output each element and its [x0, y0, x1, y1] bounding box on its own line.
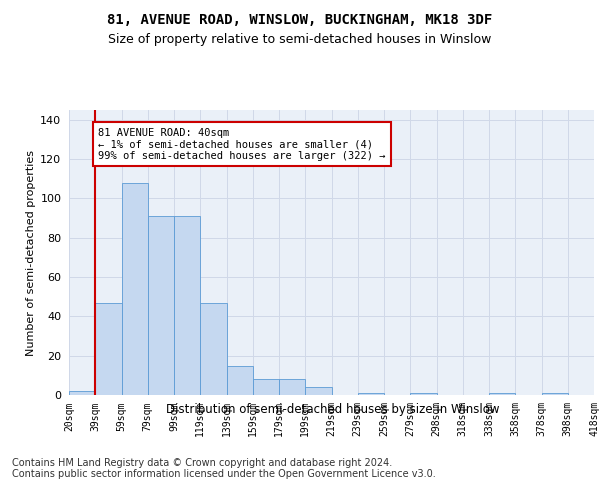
Text: Distribution of semi-detached houses by size in Winslow: Distribution of semi-detached houses by … — [166, 402, 500, 415]
Text: Contains HM Land Registry data © Crown copyright and database right 2024.
Contai: Contains HM Land Registry data © Crown c… — [12, 458, 436, 479]
Bar — [358, 393, 384, 395]
Bar — [279, 380, 305, 395]
Bar — [489, 393, 515, 395]
Bar — [174, 216, 200, 395]
Bar — [148, 216, 174, 395]
Bar — [227, 366, 253, 395]
Bar — [69, 391, 95, 395]
Bar — [95, 302, 121, 395]
Bar — [410, 393, 437, 395]
Bar — [253, 380, 279, 395]
Text: Size of property relative to semi-detached houses in Winslow: Size of property relative to semi-detach… — [109, 32, 491, 46]
Text: 81 AVENUE ROAD: 40sqm
← 1% of semi-detached houses are smaller (4)
99% of semi-d: 81 AVENUE ROAD: 40sqm ← 1% of semi-detac… — [98, 128, 385, 161]
Text: 81, AVENUE ROAD, WINSLOW, BUCKINGHAM, MK18 3DF: 81, AVENUE ROAD, WINSLOW, BUCKINGHAM, MK… — [107, 12, 493, 26]
Bar — [305, 387, 331, 395]
Bar — [200, 302, 227, 395]
Y-axis label: Number of semi-detached properties: Number of semi-detached properties — [26, 150, 36, 356]
Bar — [121, 182, 148, 395]
Bar — [542, 393, 568, 395]
